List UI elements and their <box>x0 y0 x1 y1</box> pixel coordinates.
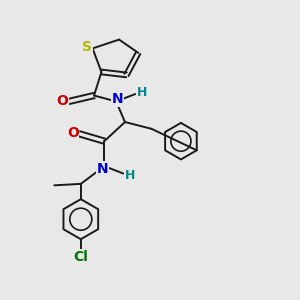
Text: N: N <box>97 161 109 176</box>
Text: H: H <box>125 169 135 182</box>
Text: Cl: Cl <box>74 250 88 264</box>
Text: O: O <box>67 126 79 140</box>
Text: S: S <box>82 40 92 54</box>
Text: H: H <box>136 86 147 99</box>
Text: N: N <box>112 92 123 106</box>
Text: O: O <box>57 94 68 108</box>
